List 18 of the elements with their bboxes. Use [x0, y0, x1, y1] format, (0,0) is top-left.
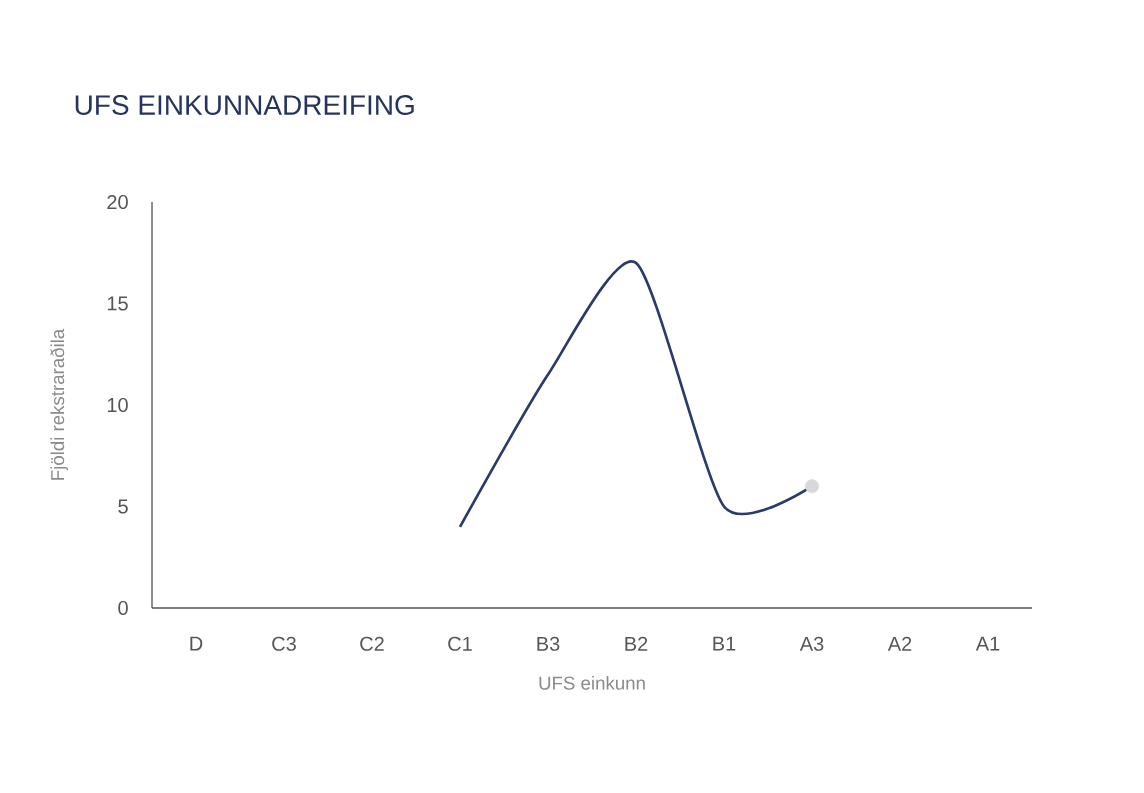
x-axis-title: UFS einkunn: [539, 675, 645, 690]
x-tick-label: B3: [537, 636, 560, 651]
x-tick-label: B2: [625, 636, 648, 651]
y-tick-label: 20: [107, 194, 128, 209]
y-tick-label: 15: [107, 296, 128, 311]
x-tick-label: C3: [272, 636, 296, 651]
y-tick-label: 10: [107, 397, 128, 412]
y-tick-label: 0: [118, 600, 128, 615]
x-tick-label: A3: [799, 636, 824, 651]
x-tick-label: C1: [448, 636, 472, 651]
chart-title: UFS EINKUNNADREIFING: [75, 94, 414, 115]
x-tick-label: C2: [360, 636, 384, 651]
x-tick-label: B1: [713, 636, 736, 651]
x-tick-label: D: [190, 636, 203, 651]
x-tick-label: A2: [887, 636, 912, 651]
y-tick-label: 5: [118, 499, 128, 514]
x-tick-label: A1: [975, 636, 1000, 651]
y-axis-title: Fjöldi rekstraraðila: [50, 328, 68, 480]
